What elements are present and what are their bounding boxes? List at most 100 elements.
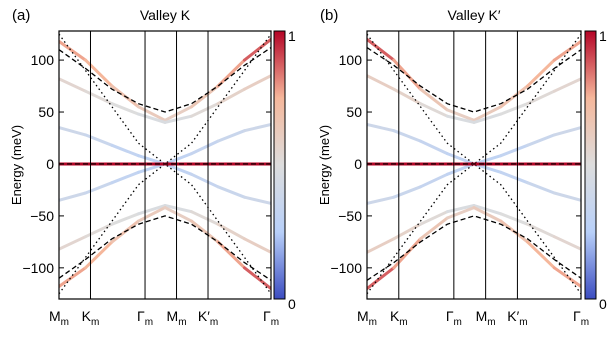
- band-segment: [367, 237, 396, 254]
- band-segment: [392, 58, 422, 91]
- band-segment: [526, 240, 556, 270]
- band-segment: [110, 170, 140, 185]
- band-segment: [243, 195, 271, 205]
- band-segment: [59, 39, 87, 62]
- x-tick-label: Mm: [167, 308, 187, 328]
- colorbar-min-label: 0: [599, 296, 607, 312]
- x-tick-label: Mm: [49, 308, 69, 328]
- panel-title: Valley K′: [448, 7, 501, 23]
- y-tick-label: −100: [330, 260, 362, 276]
- band-segment: [243, 37, 271, 62]
- band-segment: [445, 108, 476, 122]
- band-segment: [243, 266, 271, 291]
- colorbar-max-label: 1: [599, 28, 607, 44]
- band-segment: [59, 191, 87, 202]
- y-axis-title: Energy (meV): [317, 125, 332, 205]
- y-tick-label: 50: [346, 104, 362, 120]
- band-segment: [472, 112, 503, 124]
- band-segment: [526, 181, 556, 195]
- panel-label: (b): [320, 7, 338, 24]
- band-segment: [137, 112, 167, 124]
- x-tick-subscript: m: [369, 317, 377, 328]
- band-segment: [59, 266, 87, 288]
- x-tick-label: Γm: [573, 308, 589, 328]
- band-segment: [552, 126, 581, 137]
- band-segment: [243, 123, 271, 133]
- band-segment: [392, 222, 422, 241]
- band-segment: [190, 102, 220, 118]
- band-segment: [84, 240, 114, 270]
- band-segment: [110, 143, 140, 158]
- band-segment: [445, 206, 476, 220]
- band-segment: [367, 266, 396, 291]
- y-tick-label: 50: [38, 104, 54, 120]
- x-tick-subscript: m: [178, 317, 186, 328]
- band-segment: [163, 204, 193, 214]
- band-segment: [163, 206, 193, 223]
- x-tick-subscript: m: [519, 317, 527, 328]
- dashed-band-6: [59, 47, 271, 113]
- band-segment: [190, 172, 220, 189]
- colorbar: [273, 30, 286, 300]
- band-segment: [367, 123, 396, 133]
- y-tick-label: 0: [354, 156, 362, 172]
- band-segment: [445, 152, 476, 166]
- band-segment: [552, 266, 581, 288]
- band-segment: [84, 222, 114, 239]
- band-segment: [472, 206, 503, 223]
- chart-panel-1: −100 −50 0 50 100 Mm Km Γm Mm K′m Γm Energy (meV) (a…: [9, 7, 296, 328]
- band-segment: [552, 77, 581, 93]
- band-segment: [499, 212, 529, 226]
- colorbar-max-label: 1: [288, 28, 296, 44]
- band-segment: [84, 181, 114, 195]
- band-segment: [392, 129, 422, 143]
- y-tick-label: 100: [31, 52, 55, 68]
- band-segment: [216, 240, 246, 270]
- x-tick-subscript: m: [61, 317, 69, 328]
- band-segment: [216, 58, 246, 88]
- x-tick-subscript: m: [454, 317, 462, 328]
- x-tick-subscript: m: [271, 317, 279, 328]
- colorbar-min-label: 0: [288, 296, 296, 312]
- band-segment: [445, 114, 476, 124]
- band-segment: [526, 58, 556, 88]
- x-tick-label: Γm: [263, 308, 279, 328]
- plot-area: [59, 33, 271, 295]
- y-tick-label: 100: [339, 52, 363, 68]
- x-tick-label: Km: [390, 308, 408, 328]
- band-segment: [59, 77, 87, 93]
- band-segment: [526, 133, 556, 147]
- x-tick-subscript: m: [145, 317, 153, 328]
- band-segment: [419, 139, 449, 156]
- band-segment: [84, 89, 114, 106]
- band-segment: [163, 152, 193, 166]
- band-segment: [243, 74, 271, 91]
- band-segment: [526, 89, 556, 106]
- x-tick-label: Γm: [137, 308, 153, 328]
- band-segment: [163, 105, 193, 122]
- band-segment: [59, 126, 87, 137]
- band-segment: [137, 105, 167, 122]
- panel-label: (a): [12, 7, 30, 24]
- band-segment: [190, 210, 220, 226]
- band-segment: [526, 222, 556, 239]
- band-segment: [499, 170, 529, 185]
- x-tick-subscript: m: [487, 317, 495, 328]
- band-segment: [392, 185, 422, 199]
- band-segment: [137, 204, 167, 216]
- band-segment: [445, 162, 476, 176]
- band-segment: [419, 210, 449, 226]
- band-segment: [216, 87, 246, 106]
- band-segment: [84, 133, 114, 147]
- x-tick-subscript: m: [91, 317, 99, 328]
- y-tick-label: −100: [22, 260, 54, 276]
- y-tick-label: −50: [338, 208, 362, 224]
- band-segment: [163, 162, 193, 176]
- band-segment: [110, 102, 140, 116]
- band-segment: [137, 206, 167, 223]
- band-segment: [419, 172, 449, 189]
- band-segment: [392, 237, 422, 270]
- x-tick-subscript: m: [210, 317, 218, 328]
- band-segment: [499, 143, 529, 158]
